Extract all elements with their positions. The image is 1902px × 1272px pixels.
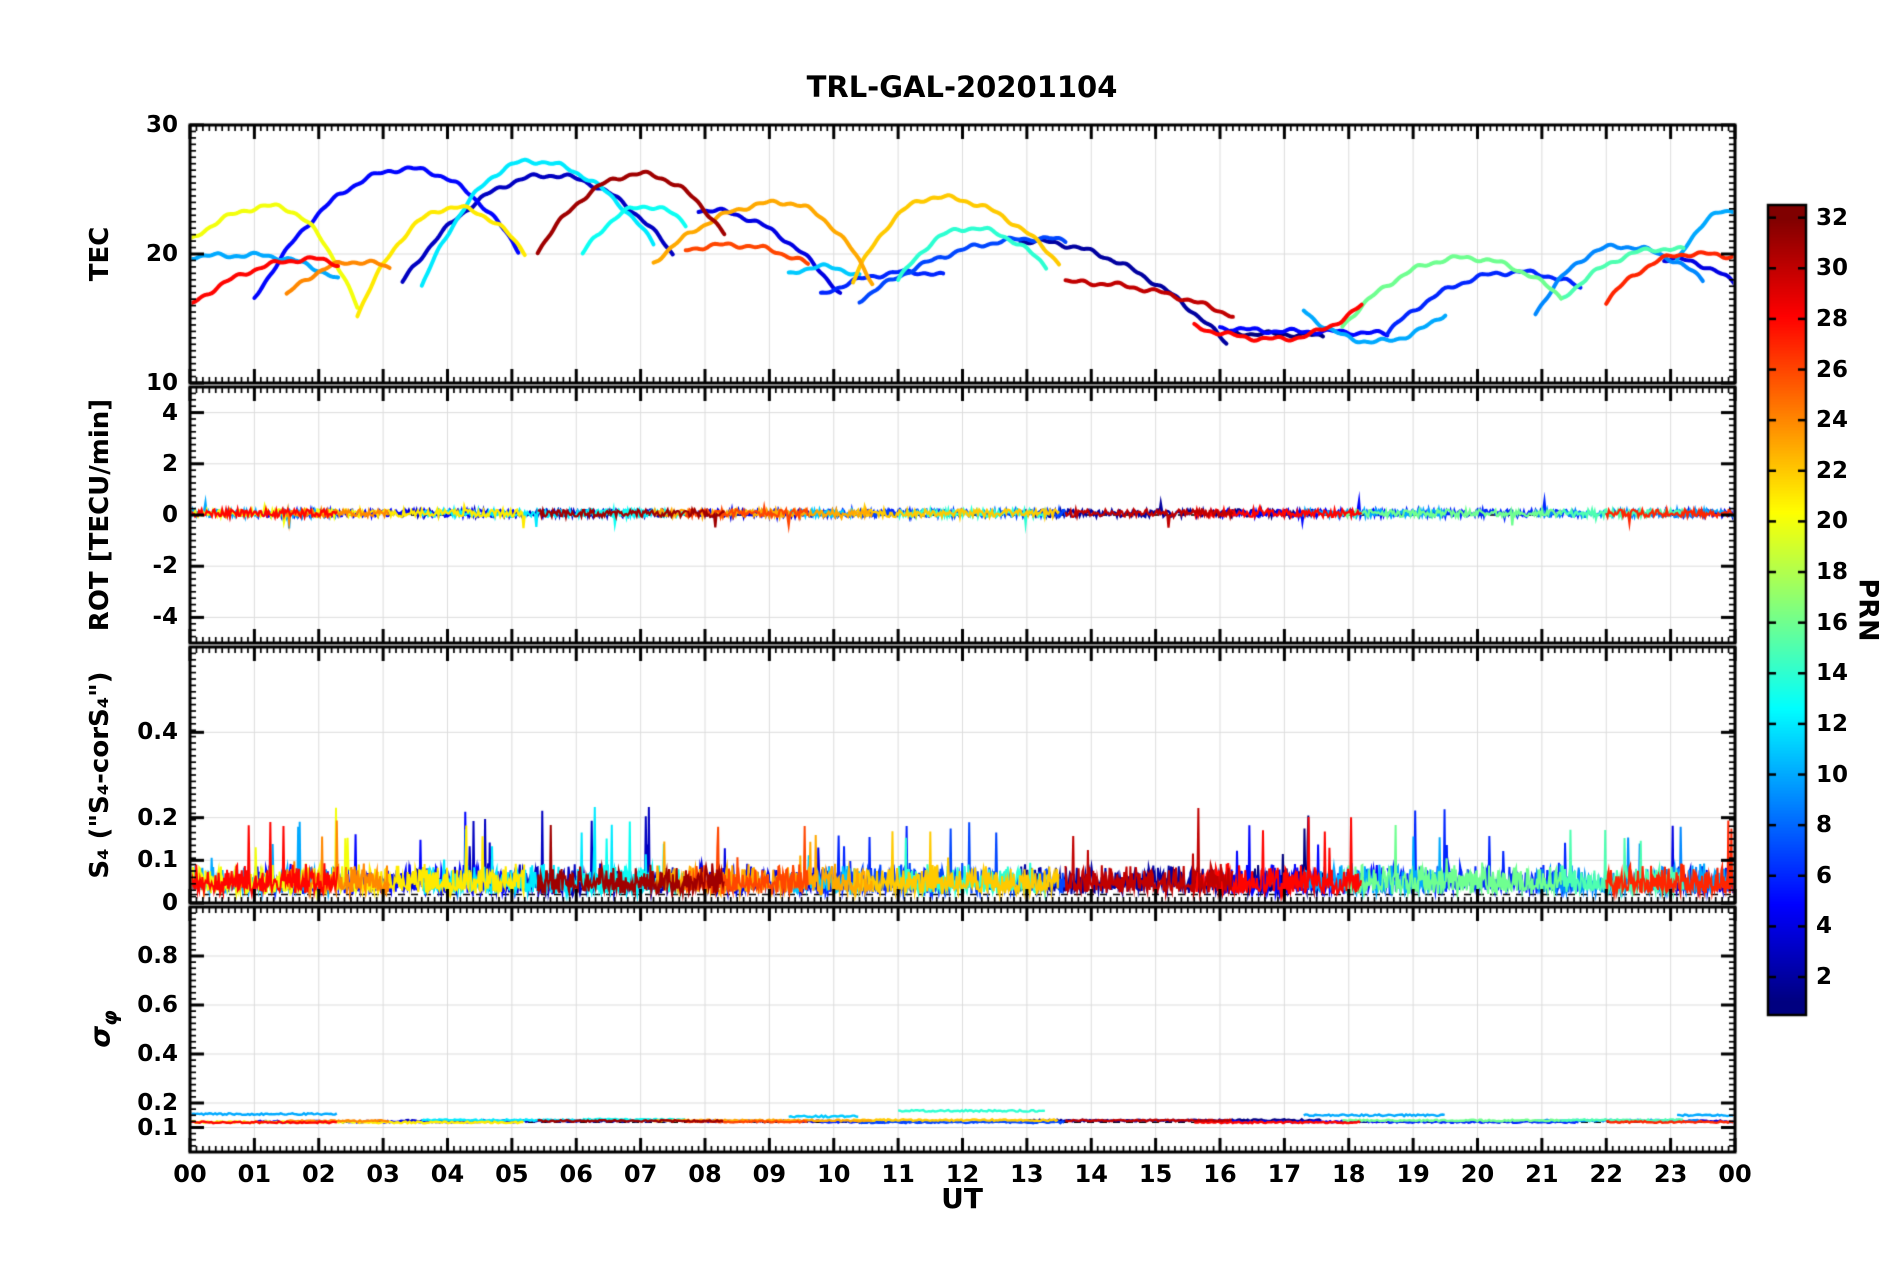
colorbar-label: PRN (1852, 578, 1884, 642)
y-tick-label: 10 (145, 370, 178, 396)
y-tick-label: 0.1 (137, 1114, 178, 1141)
x-tick-label: 18 (1332, 1160, 1366, 1188)
x-tick-label: 05 (495, 1160, 529, 1188)
x-tick-label: 22 (1589, 1160, 1623, 1188)
x-tick-label: 08 (688, 1160, 722, 1188)
colorbar-tick-label: 10 (1816, 761, 1849, 788)
colorbar-tick-label: 8 (1816, 812, 1833, 839)
x-tick-label: 14 (1074, 1160, 1108, 1188)
colorbar-tick-label: 16 (1816, 609, 1849, 636)
x-tick-label: 03 (366, 1160, 400, 1188)
x-tick-label: 01 (237, 1160, 272, 1188)
x-tick-label: 20 (1460, 1160, 1495, 1188)
y-tick-label: 0.1 (137, 847, 178, 874)
x-tick-label: 07 (623, 1160, 658, 1188)
colorbar-tick-label: 22 (1816, 457, 1849, 484)
x-tick-label: 06 (559, 1160, 593, 1188)
x-tick-label: 12 (945, 1160, 980, 1188)
y-tick-label: 2 (161, 450, 178, 477)
x-tick-label: 10 (817, 1160, 851, 1188)
x-tick-label: 00 (173, 1160, 207, 1188)
x-tick-label: 09 (752, 1160, 787, 1188)
x-tick-label: 13 (1010, 1160, 1044, 1188)
colorbar-tick-label: 32 (1816, 204, 1849, 231)
y-tick-label: 0.4 (137, 719, 178, 746)
y-tick-label: 0.4 (137, 1041, 178, 1067)
x-tick-label: 04 (430, 1160, 465, 1188)
colorbar-tick-label: 24 (1816, 407, 1849, 434)
x-tick-label: 00 (1718, 1160, 1752, 1188)
x-tick-label: 17 (1267, 1160, 1302, 1188)
x-tick-label: 23 (1653, 1160, 1688, 1188)
y-tick-label: 0 (161, 502, 178, 528)
colorbar-tick-label: 2 (1816, 964, 1833, 991)
colorbar-tick-label: 20 (1816, 508, 1849, 535)
x-tick-label: 21 (1525, 1160, 1559, 1188)
y-tick-label: -4 (152, 604, 178, 631)
colorbar-tick-label: 30 (1816, 255, 1849, 282)
y-tick-label: 30 (145, 112, 178, 138)
y-tick-label: 0.2 (137, 804, 178, 831)
x-axis-label: UT (941, 1182, 983, 1215)
y-tick-label: 0.6 (137, 992, 178, 1018)
colorbar-tick-label: 6 (1816, 862, 1833, 889)
y-tick-label: 0.2 (137, 1090, 178, 1116)
y-tick-label: 20 (145, 241, 178, 267)
x-tick-label: 02 (302, 1160, 336, 1188)
colorbar-tick-label: 4 (1816, 913, 1833, 940)
colorbar-tick-label: 26 (1816, 356, 1849, 383)
colorbar-tick-label: 18 (1816, 559, 1849, 586)
colorbar-tick-label: 14 (1816, 660, 1849, 687)
x-tick-label: 11 (881, 1160, 915, 1188)
y-tick-label: 4 (161, 399, 178, 426)
colorbar-tick-label: 28 (1816, 305, 1849, 332)
y-tick-label: 0 (161, 890, 178, 916)
y-tick-label: 0.8 (137, 943, 178, 969)
colorbar-tick-label: 12 (1816, 710, 1849, 737)
x-tick-label: 19 (1396, 1160, 1430, 1188)
chart-title: TRL-GAL-20201104 (806, 70, 1118, 104)
y-tick-label: -2 (152, 553, 178, 580)
x-tick-label: 16 (1203, 1160, 1237, 1188)
x-tick-label: 15 (1138, 1160, 1173, 1188)
